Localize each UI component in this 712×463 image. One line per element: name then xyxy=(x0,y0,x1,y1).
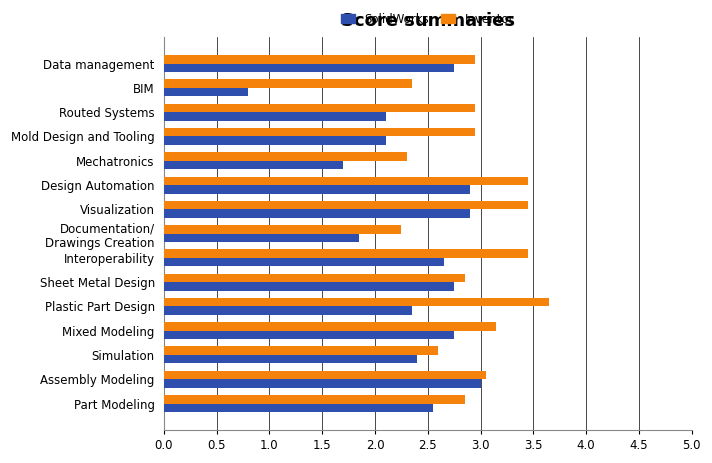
Bar xyxy=(164,63,454,72)
Bar xyxy=(164,355,417,363)
Bar xyxy=(164,282,454,291)
Bar xyxy=(164,379,481,388)
Bar xyxy=(164,161,343,169)
Bar xyxy=(164,185,470,194)
Bar xyxy=(164,128,476,137)
Title: Score summaries: Score summaries xyxy=(341,12,515,30)
Bar xyxy=(164,112,385,121)
Bar xyxy=(164,274,465,282)
Bar xyxy=(164,404,433,412)
Bar xyxy=(164,331,454,339)
Bar xyxy=(164,104,476,112)
Bar xyxy=(164,152,407,161)
Bar xyxy=(164,80,412,88)
Bar xyxy=(164,322,496,331)
Bar xyxy=(164,298,549,307)
Bar xyxy=(164,201,528,209)
Legend: SolidWorks, Inventor: SolidWorks, Inventor xyxy=(336,8,519,30)
Bar xyxy=(164,307,412,315)
Bar xyxy=(164,88,248,96)
Bar xyxy=(164,137,385,145)
Bar xyxy=(164,233,359,242)
Bar xyxy=(164,55,476,63)
Bar xyxy=(164,209,470,218)
Bar xyxy=(164,250,528,258)
Bar xyxy=(164,258,444,266)
Bar xyxy=(164,395,465,404)
Bar xyxy=(164,346,439,355)
Bar xyxy=(164,176,528,185)
Bar xyxy=(164,225,402,233)
Bar xyxy=(164,371,486,379)
